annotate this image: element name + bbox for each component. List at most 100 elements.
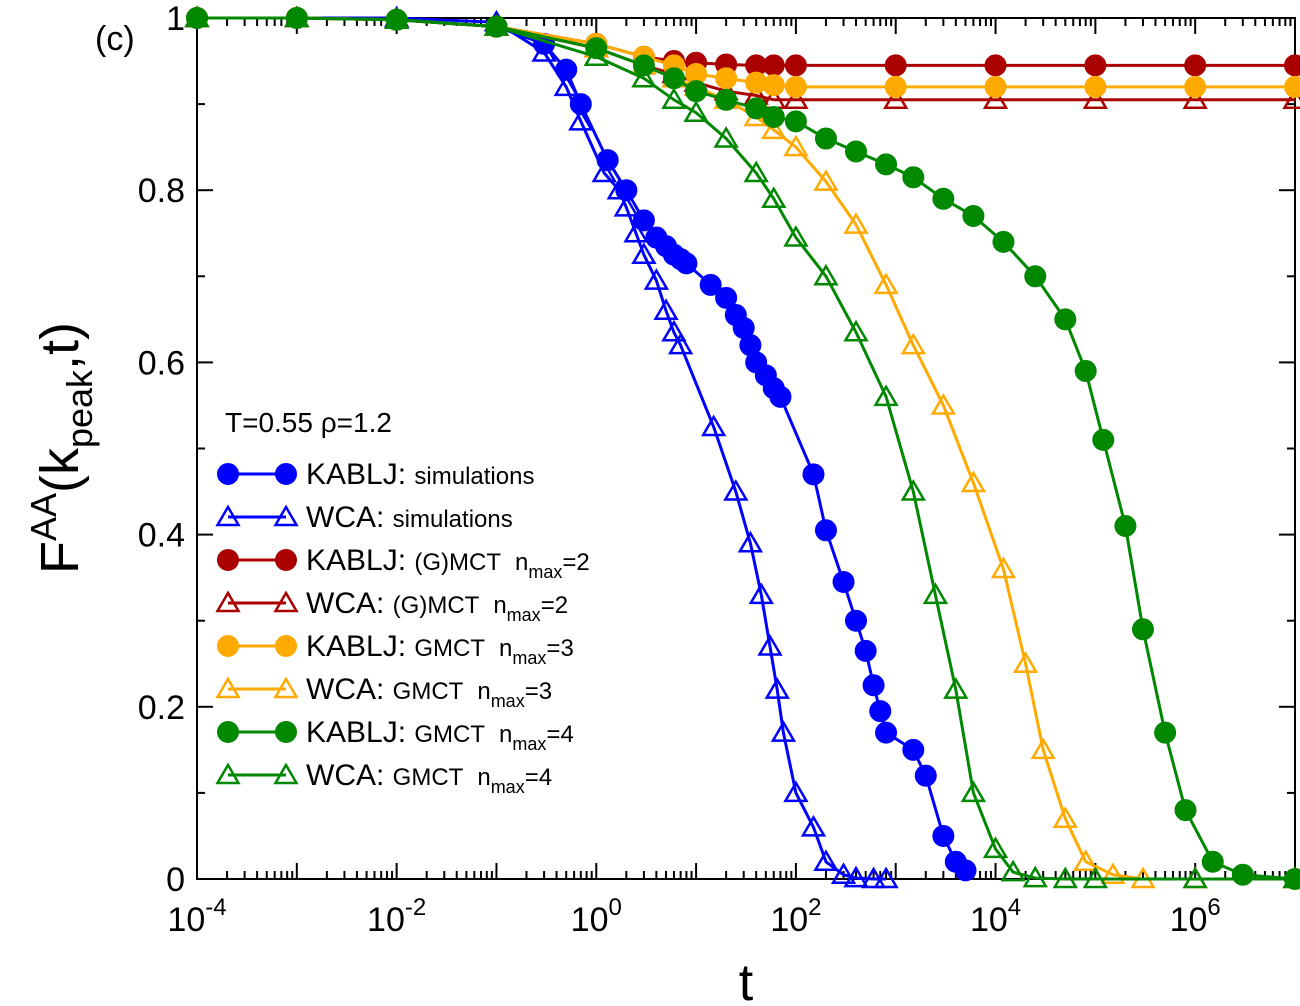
data-point <box>1000 859 1026 882</box>
data-point <box>860 866 887 889</box>
legend-marker <box>217 635 239 657</box>
data-point <box>960 470 987 493</box>
data-point <box>632 54 655 77</box>
y-axis-title: FAA(kpeak,t) <box>23 322 100 574</box>
data-point <box>930 392 957 415</box>
data-point <box>1022 865 1048 888</box>
series-6 <box>186 7 1300 890</box>
data-point <box>900 479 926 501</box>
data-point <box>1284 75 1300 98</box>
data-point <box>814 127 837 150</box>
data-point <box>884 75 907 98</box>
legend-item: WCA: GMCT nmax=3 <box>215 673 552 711</box>
x-tick-label: 106 <box>1170 894 1221 939</box>
legend-label: KABLJ: GMCT nmax=3 <box>306 630 574 668</box>
x-tick-label: 102 <box>770 894 821 939</box>
legend-item: WCA: (G)MCT nmax=2 <box>215 587 568 625</box>
series-line <box>197 16 1295 67</box>
data-point <box>862 674 885 697</box>
series-line <box>197 16 1296 881</box>
data-point <box>1073 849 1099 872</box>
data-point <box>854 639 877 662</box>
x-tick-label: 10-4 <box>167 894 226 939</box>
y-tick-label: 0.8 <box>138 172 185 210</box>
legend-item: KABLJ: (G)MCT nmax=2 <box>217 544 590 582</box>
data-point <box>813 169 839 191</box>
data-point <box>700 414 727 437</box>
x-axis-title: t <box>739 954 754 1006</box>
legend-marker <box>273 590 299 613</box>
y-axis-title-sup: AA <box>23 493 64 541</box>
legend: T=0.55 ρ=1.2 KABLJ: simulations WCA: simul… <box>215 407 590 797</box>
data-point <box>960 780 987 803</box>
data-point <box>632 209 655 232</box>
data-point <box>1054 308 1077 331</box>
series-line <box>197 16 1295 89</box>
data-point <box>869 700 892 723</box>
data-point <box>762 54 785 77</box>
data-point <box>954 859 977 882</box>
data-point <box>1282 87 1300 110</box>
y-axis-title-sub: peak <box>59 369 100 448</box>
legend-label: WCA: simulations <box>306 501 513 534</box>
data-point <box>770 720 797 742</box>
data-point <box>761 117 787 140</box>
data-point <box>843 212 869 234</box>
data-point <box>623 220 649 243</box>
data-point <box>685 80 708 103</box>
data-point <box>914 764 937 787</box>
data-point <box>1114 514 1137 537</box>
data-point <box>757 634 783 656</box>
data-point <box>713 126 739 148</box>
data-point <box>843 865 869 888</box>
data-point <box>743 160 769 183</box>
data-point <box>932 187 955 210</box>
data-point <box>1284 54 1300 77</box>
data-point <box>568 108 594 131</box>
legend-marker <box>215 504 241 527</box>
data-point <box>875 721 898 744</box>
panel-label: (c) <box>95 20 135 58</box>
data-point <box>783 134 809 157</box>
data-point <box>1184 75 1207 98</box>
legend-marker <box>275 463 297 485</box>
data-point <box>653 298 679 320</box>
data-point <box>643 268 670 290</box>
series-line <box>197 16 1295 881</box>
data-point <box>1182 87 1208 110</box>
y-tick-label: 0.4 <box>138 517 185 555</box>
series-line <box>197 16 1295 881</box>
data-point <box>982 87 1009 110</box>
data-point <box>784 110 807 133</box>
data-point <box>884 54 907 77</box>
data-point <box>902 166 925 189</box>
data-point <box>922 582 949 605</box>
data-point <box>875 153 898 176</box>
data-point <box>745 97 768 120</box>
y-axis-title-open: (k <box>30 447 90 493</box>
legend-marker <box>217 721 239 743</box>
legend-item: KABLJ: GMCT nmax=3 <box>217 630 574 668</box>
data-point <box>984 54 1007 77</box>
data-point <box>1231 863 1254 886</box>
legend-label: WCA: (G)MCT nmax=2 <box>306 587 568 625</box>
data-point <box>613 194 639 217</box>
data-point <box>483 14 510 36</box>
data-point <box>873 866 899 889</box>
data-point <box>631 65 657 88</box>
data-point <box>1030 737 1056 760</box>
data-point <box>984 75 1007 98</box>
legend-item: WCA: simulations <box>215 501 513 534</box>
data-point <box>1184 54 1207 77</box>
data-point <box>715 88 738 111</box>
legend-item: KABLJ: simulations <box>217 458 534 491</box>
data-point <box>990 556 1017 579</box>
data-point <box>531 39 557 62</box>
legend-marker <box>217 549 239 571</box>
data-point <box>662 67 685 90</box>
y-axis-ticks: 0 0.2 0.4 0.6 0.8 1 <box>138 0 1295 899</box>
data-point <box>900 332 926 355</box>
data-point <box>784 54 807 77</box>
data-point <box>1082 866 1109 889</box>
data-point <box>1092 428 1115 451</box>
